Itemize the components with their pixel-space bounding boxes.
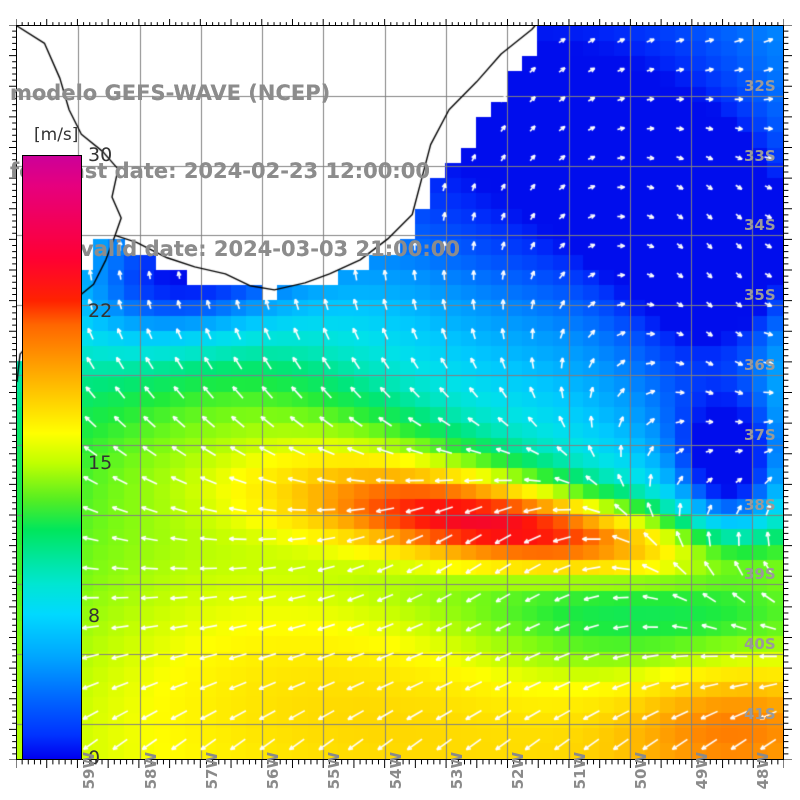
top-tick-ruler [16, 18, 784, 26]
lat-label-39S: 39S [744, 565, 776, 584]
lon-label-52W: 52W [509, 752, 528, 790]
right-tick-ruler [784, 25, 793, 760]
lon-label-49W: 49W [693, 752, 712, 790]
lon-label-56W: 56W [264, 752, 283, 790]
colorbar-unit-label: [m/s] [34, 125, 79, 145]
colorbar-tick-30: 30 [88, 144, 113, 166]
lon-label-59W: 59W [80, 752, 99, 790]
lat-label-40S: 40S [744, 635, 776, 654]
colorbar-tick-22: 22 [88, 300, 113, 322]
colorbar-gradient [22, 155, 82, 760]
lat-label-36S: 36S [744, 356, 776, 375]
lon-label-57W: 57W [202, 752, 221, 790]
model-title: modelo GEFS-WAVE (NCEP) [10, 81, 331, 105]
lat-label-35S: 35S [744, 286, 776, 305]
valid-date-line: valid date: 2024-03-03 21:00:00 [80, 237, 460, 261]
lon-label-55W: 55W [325, 752, 344, 790]
lon-label-58W: 58W [141, 752, 160, 790]
lat-label-41S: 41S [744, 705, 776, 724]
lon-label-48W: 48W [754, 752, 773, 790]
lat-label-37S: 37S [744, 425, 776, 444]
colorbar-tick-15: 15 [88, 452, 113, 474]
map-frame [16, 25, 784, 760]
lon-label-53W: 53W [447, 752, 466, 790]
lat-label-33S: 33S [744, 146, 776, 165]
lon-label-50W: 50W [631, 752, 650, 790]
wind-speed-heatmap-canvas [17, 26, 783, 759]
colorbar-tick-8: 8 [88, 605, 101, 627]
map-title-block: modelo GEFS-WAVE (NCEP) forecast date: 2… [10, 28, 530, 314]
lat-label-34S: 34S [744, 216, 776, 235]
bottom-tick-ruler [16, 760, 784, 769]
colorbar-legend: [m/s] 30 22 15 8 0 [22, 125, 112, 769]
lon-label-51W: 51W [570, 752, 589, 790]
lat-label-38S: 38S [744, 495, 776, 514]
lat-label-32S: 32S [744, 76, 776, 95]
colorbar-tick-0: 0 [88, 747, 101, 769]
left-tick-ruler [8, 25, 16, 760]
lon-label-54W: 54W [386, 752, 405, 790]
